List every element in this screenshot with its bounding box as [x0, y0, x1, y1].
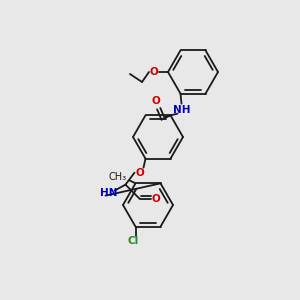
Text: NH: NH	[173, 105, 190, 115]
Text: O: O	[135, 168, 144, 178]
Text: CH₃: CH₃	[108, 172, 127, 182]
Text: Cl: Cl	[128, 236, 139, 246]
Text: O: O	[151, 194, 160, 204]
Text: HN: HN	[100, 188, 117, 198]
Text: O: O	[151, 96, 160, 106]
Text: O: O	[150, 67, 158, 77]
